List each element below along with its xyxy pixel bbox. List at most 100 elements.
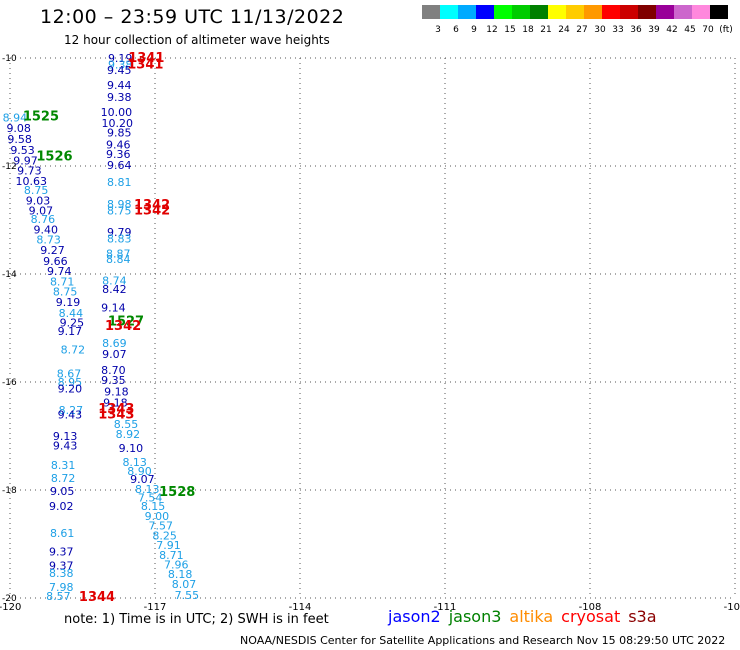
wave-height-label: 8.27 — [59, 404, 84, 417]
latitude-tick-label: -12 — [2, 162, 17, 172]
wave-height-label: 8.84 — [106, 253, 131, 266]
pass-time-label: 1343 — [98, 402, 134, 417]
wave-height-label: 9.18 — [103, 397, 128, 410]
wave-height-label: 9.38 — [108, 58, 133, 71]
color-swatch — [530, 5, 548, 19]
pass-time-label: 1341 — [128, 51, 164, 66]
wave-height-label: 9.19 — [108, 52, 133, 65]
pass-time-label: 1343 — [98, 407, 134, 422]
color-scale-label: 24 — [558, 25, 570, 35]
wave-height-label: 9.53 — [10, 144, 35, 157]
wave-height-label: 9.58 — [7, 133, 32, 146]
units-note: note: 1) Time is in UTC; 2) SWH is in fe… — [64, 612, 329, 627]
wave-height-label: 9.07 — [29, 204, 54, 217]
color-scale-label: 36 — [630, 25, 642, 35]
wave-height-label: 8.76 — [31, 213, 56, 226]
wave-height-label: 9.19 — [56, 296, 81, 309]
wave-height-label: 8.38 — [49, 567, 74, 580]
wave-height-label: 8.81 — [107, 176, 132, 189]
wave-height-label: 8.94 — [3, 111, 28, 124]
wave-height-label: 8.15 — [141, 500, 166, 513]
wave-height-label: 8.75 — [24, 184, 49, 197]
color-swatch — [638, 5, 656, 19]
legend-jason2: jason2 — [388, 607, 441, 626]
color-swatch — [422, 5, 440, 19]
wave-height-label: 9.27 — [40, 244, 65, 257]
wave-height-label: 8.31 — [51, 459, 76, 472]
wave-height-label: 8.25 — [152, 529, 177, 542]
color-scale-label: 27 — [576, 25, 587, 35]
wave-height-label: 8.87 — [106, 247, 131, 260]
wave-height-label: 9.37 — [49, 560, 74, 573]
longitude-tick-label: -108 — [579, 602, 602, 613]
wave-height-label: 8.95 — [58, 376, 83, 389]
wave-height-label: 8.07 — [172, 578, 197, 591]
wave-height-label: 10.20 — [102, 117, 134, 130]
wave-height-label: 9.37 — [49, 546, 74, 559]
wave-height-label: 8.71 — [159, 549, 184, 562]
color-swatch — [566, 5, 584, 19]
wave-height-label: 9.02 — [49, 500, 74, 513]
color-scale-bar: 3 6 9 12 15 18 21 24 27 30 33 36 39 42 45 70 (ft) — [422, 5, 732, 35]
wave-height-label: 9.13 — [53, 430, 78, 443]
wave-height-label: 9.66 — [43, 255, 68, 268]
wave-height-label: 8.44 — [59, 307, 84, 320]
wave-height-label: 9.36 — [106, 148, 131, 161]
wave-height-label: 8.71 — [50, 276, 75, 289]
wave-height-label: 9.17 — [58, 325, 83, 338]
pass-time-label: 1341 — [127, 57, 163, 72]
wave-height-label: 7.91 — [156, 539, 181, 552]
wave-height-label: 9.74 — [47, 265, 72, 278]
wave-height-label: 8.18 — [168, 568, 193, 581]
wave-height-label: 9.08 — [6, 122, 31, 135]
longitude-tick-label: -117 — [144, 602, 167, 613]
color-swatch — [674, 5, 692, 19]
credit-line: NOAA/NESDIS Center for Satellite Applica… — [240, 634, 726, 647]
wave-height-label: 9.44 — [107, 79, 132, 92]
color-swatch — [584, 5, 602, 19]
color-scale-label: (ft) — [719, 25, 732, 35]
color-scale-label: 30 — [594, 25, 606, 35]
legend-jason3: jason3 — [448, 607, 502, 626]
wave-height-label: 8.13 — [122, 456, 147, 469]
wave-height-label: 10.00 — [101, 106, 133, 119]
wave-height-label: 9.03 — [26, 195, 51, 208]
color-swatch — [458, 5, 476, 19]
wave-height-label: 7.54 — [138, 492, 163, 505]
wave-height-label: 8.72 — [61, 344, 86, 357]
wave-height-label: 8.92 — [116, 428, 141, 441]
wave-height-label: 9.46 — [106, 138, 131, 151]
wave-height-label: 9.18 — [104, 386, 129, 399]
wave-height-label: 8.57 — [46, 590, 71, 603]
color-swatch — [512, 5, 530, 19]
color-scale-label: 6 — [453, 25, 459, 35]
latitude-tick-label: -18 — [2, 486, 17, 496]
wave-height-label: 7.57 — [149, 520, 174, 533]
pass-time-label: 1527 — [108, 315, 144, 330]
wave-height-label: 9.97 — [13, 155, 38, 168]
wave-height-label: 8.67 — [57, 367, 82, 380]
color-scale-label: 15 — [504, 25, 515, 35]
longitude-tick-label: -114 — [289, 602, 312, 613]
wave-height-label: 9.20 — [58, 382, 83, 395]
pass-time-label: 1342 — [134, 198, 170, 213]
wave-height-label: 9.43 — [58, 408, 83, 421]
color-scale-label: 12 — [486, 25, 497, 35]
latitude-tick-label: -20 — [2, 594, 17, 604]
wave-height-label: 8.74 — [102, 274, 127, 287]
wave-height-label: 9.35 — [101, 374, 126, 387]
wave-height-label: 8.69 — [102, 337, 127, 350]
wave-height-label: 8.72 — [51, 472, 76, 485]
wave-height-label: 10.63 — [16, 175, 48, 188]
wave-height-label: 7.98 — [49, 581, 74, 594]
wave-height-label: 7.55 — [175, 589, 200, 602]
latitude-tick-label: -14 — [2, 270, 17, 280]
wave-height-label: 8.75 — [53, 285, 78, 298]
legend-altika: altika — [509, 607, 554, 626]
color-scale-label: 33 — [612, 25, 623, 35]
latitude-tick-label: -10 — [2, 54, 17, 64]
wave-height-label: 9.45 — [107, 64, 132, 77]
wave-height-label: 9.38 — [107, 91, 132, 104]
satellite-legend: jason2 jason3 altika cryosat s3a — [388, 607, 665, 626]
wave-height-label: 8.42 — [102, 283, 127, 296]
